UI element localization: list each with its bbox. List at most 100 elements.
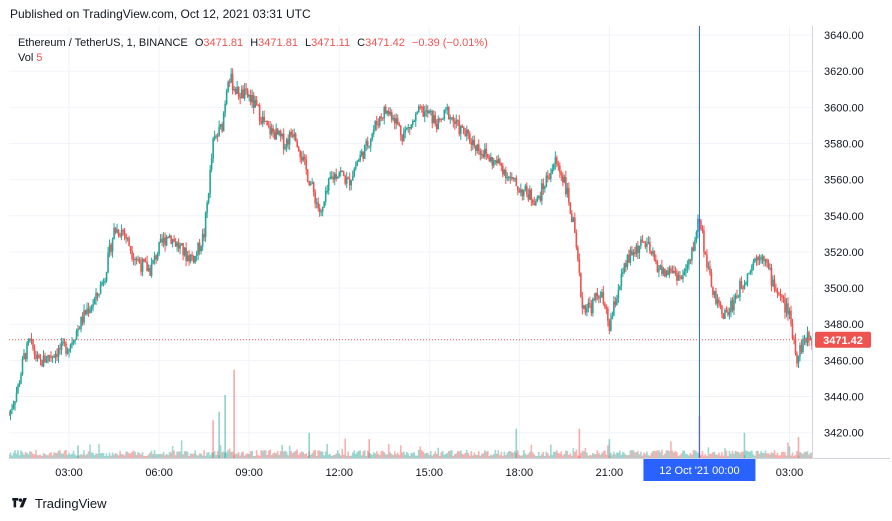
volume-bar	[719, 455, 722, 458]
candle-body	[237, 87, 240, 97]
candle-body	[562, 175, 564, 183]
candle-body	[509, 176, 512, 179]
volume-bar	[638, 454, 641, 458]
candle-body	[32, 339, 34, 349]
volume-bar	[491, 455, 494, 458]
volume-bar	[523, 450, 525, 458]
candle-body	[185, 247, 187, 262]
volume-bar	[629, 450, 632, 458]
candle-body	[619, 285, 621, 290]
x-tick-label: 09:00	[235, 467, 263, 479]
footer[interactable]: TradingView	[10, 496, 107, 511]
candle-body	[599, 297, 602, 299]
volume-bar	[266, 454, 268, 458]
volume-bar	[517, 450, 519, 458]
volume-bar	[377, 453, 380, 458]
candle-body	[288, 132, 291, 145]
volume-bar	[278, 454, 280, 458]
volume-bar	[326, 443, 328, 458]
volume-bar	[405, 451, 408, 458]
candle-body	[104, 280, 106, 282]
candle-body	[674, 271, 677, 273]
volume-bar	[692, 450, 695, 458]
volume-bar	[530, 444, 533, 458]
candle-body	[83, 310, 85, 323]
candle-body	[47, 354, 49, 361]
candle-body	[803, 338, 806, 340]
volume-bar	[775, 455, 777, 458]
candle-body	[131, 250, 133, 259]
candle-body	[650, 251, 653, 254]
candle-body	[566, 188, 569, 195]
volume-bar	[36, 455, 39, 458]
candle-body	[143, 259, 145, 262]
candle-body	[114, 227, 117, 233]
volume-bar	[569, 453, 572, 458]
volume-bar	[704, 453, 707, 458]
volume-bar	[42, 453, 45, 458]
candle-body	[153, 255, 156, 260]
volume-bar	[647, 455, 650, 458]
volume-bar	[174, 455, 177, 458]
volume-bar	[122, 454, 124, 458]
volume-bar	[509, 451, 512, 458]
candle-body	[129, 246, 132, 251]
volume-bar	[389, 452, 392, 458]
candle-body	[269, 126, 271, 135]
high-label: H	[250, 37, 259, 49]
candle-body	[92, 304, 94, 307]
volume-bar	[806, 451, 809, 458]
y-tick-label: 3420.00	[824, 428, 864, 440]
volume-bar	[362, 451, 365, 458]
candle-body	[580, 273, 582, 297]
candle-body	[589, 302, 591, 305]
volume-bar	[23, 454, 25, 458]
chart-area[interactable]: 3471.42 12 Oct '21 00:00 3420.00 3440.00 34…	[8, 26, 890, 486]
volume-bar	[649, 455, 651, 458]
volume-bar	[758, 453, 761, 458]
candle-body	[65, 343, 67, 354]
candle-body	[216, 135, 219, 137]
volume-bar	[790, 455, 792, 458]
candle-body	[652, 251, 654, 254]
volume-bar	[383, 452, 386, 458]
volume-bar	[761, 452, 764, 458]
candle-body	[782, 297, 785, 299]
volume-bar	[254, 455, 256, 458]
volume-bar	[737, 451, 740, 458]
candle-body	[595, 293, 597, 300]
volume-bar	[152, 454, 154, 458]
candle-body	[155, 255, 157, 260]
volume-bar	[176, 451, 178, 458]
volume-bar	[512, 452, 515, 458]
volume-bar	[90, 452, 93, 458]
volume-bar	[291, 453, 294, 458]
candle-body	[218, 126, 220, 136]
candle-body	[532, 199, 534, 204]
volume-bar	[674, 450, 677, 458]
volume-bar	[727, 455, 729, 458]
candle-body	[647, 242, 650, 244]
volume-bar	[428, 455, 431, 458]
symbol-label[interactable]: Ethereum / TetherUS, 1, BINANCE	[18, 37, 188, 49]
volume-bar	[126, 451, 129, 458]
volume-bar	[734, 450, 737, 458]
volume-bar	[502, 455, 504, 458]
volume-bar	[499, 455, 501, 458]
candle-body	[393, 117, 396, 124]
candle-body	[261, 116, 264, 124]
candles	[8, 68, 813, 421]
x-tick-label: 06:00	[145, 467, 173, 479]
candle-body	[526, 185, 528, 195]
volume-bar	[9, 452, 12, 458]
volume-bar	[50, 452, 52, 458]
legend-row-main: Ethereum / TetherUS, 1, BINANCE O3471.81…	[18, 36, 488, 51]
volume-bar	[601, 453, 603, 458]
candle-body	[320, 211, 322, 213]
volume-bar	[482, 453, 485, 458]
volume-bar	[396, 452, 399, 458]
volume-bar	[273, 452, 276, 458]
volume-bar	[485, 451, 488, 458]
volume-bar	[62, 453, 64, 458]
